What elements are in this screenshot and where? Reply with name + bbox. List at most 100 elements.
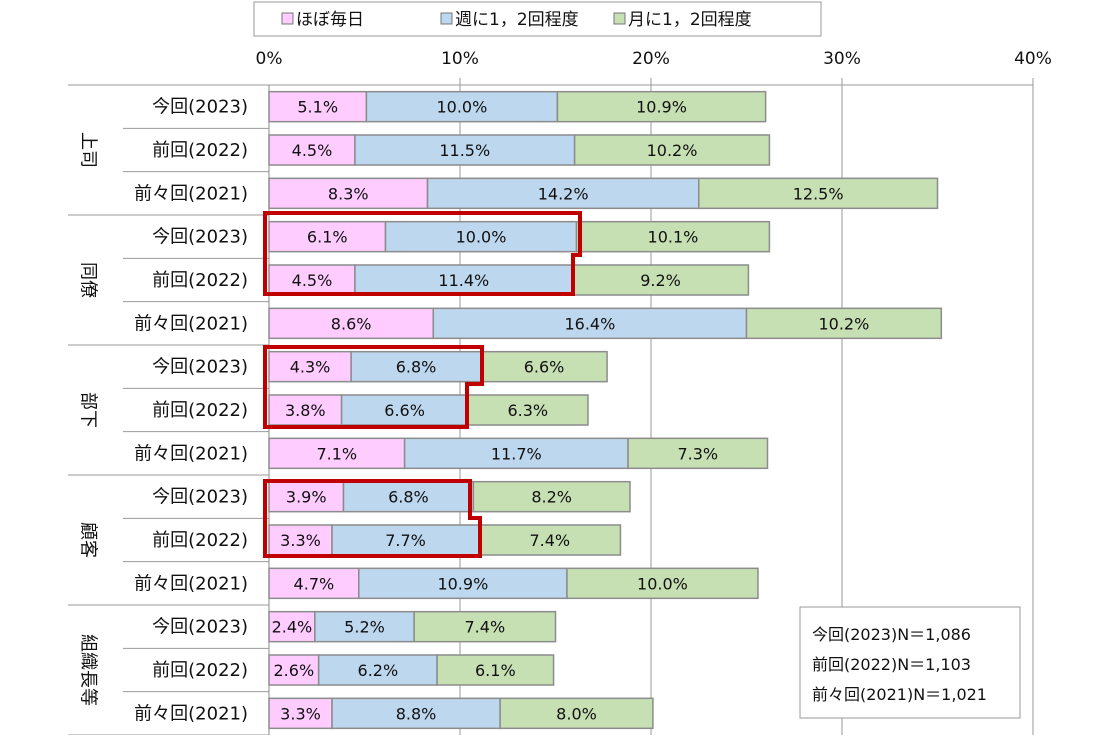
bar-segment	[426, 177, 700, 210]
bar-segment	[268, 134, 356, 166]
data-label: 6.8%	[388, 488, 429, 507]
bar-segment	[354, 264, 574, 296]
legend-label: 月に1，2回程度	[628, 10, 752, 30]
data-label: 3.3%	[280, 704, 321, 723]
row-label: 前々回(2021)	[134, 443, 248, 464]
row-label: 今回(2023)	[152, 357, 248, 378]
highlight-subordinate	[263, 345, 484, 429]
row-label: 前回(2022)	[152, 400, 248, 421]
data-label: 6.1%	[307, 228, 348, 247]
bar-segment	[472, 480, 631, 513]
data-label: 8.3%	[328, 184, 369, 203]
bar-segment	[575, 220, 771, 253]
data-label: 4.3%	[290, 358, 331, 377]
data-label: 10.2%	[818, 314, 869, 333]
data-label: 2.6%	[274, 661, 315, 680]
data-label: 7.4%	[529, 531, 570, 550]
data-label: 5.2%	[344, 618, 385, 637]
data-label: 3.8%	[285, 401, 326, 420]
row-label: 前回(2022)	[152, 140, 248, 161]
legend-swatch	[440, 12, 453, 25]
data-label: 5.1%	[297, 98, 338, 117]
bar-segment	[413, 610, 557, 643]
x-tick-label: 40%	[1014, 49, 1052, 69]
bar-segment	[268, 350, 352, 383]
row-label: 前回(2022)	[152, 530, 248, 551]
sample-size-2022: 前回(2022)N＝1,103	[812, 655, 971, 674]
data-label: 6.3%	[507, 401, 548, 420]
data-label: 7.4%	[465, 618, 506, 637]
bar-segment	[698, 177, 939, 210]
data-label: 4.7%	[294, 574, 335, 593]
data-label: 10.2%	[647, 141, 698, 160]
row-label: 今回(2023)	[152, 617, 248, 638]
x-tick-label: 30%	[823, 49, 861, 69]
row-label: 前々回(2021)	[134, 573, 248, 594]
group-label: 同僚	[78, 262, 99, 298]
data-label: 11.7%	[491, 444, 542, 463]
bar-segment	[499, 697, 654, 730]
data-label: 8.6%	[331, 314, 372, 333]
sample-size-2021: 前々回(2021)N＝1,021	[812, 685, 987, 704]
data-label: 10.0%	[637, 574, 688, 593]
data-label: 6.6%	[384, 401, 425, 420]
data-label: 7.1%	[316, 444, 357, 463]
row-label: 前々回(2021)	[134, 703, 248, 724]
data-label: 3.3%	[280, 531, 321, 550]
bar-segment	[268, 264, 356, 296]
legend-box	[253, 1, 822, 37]
data-label: 8.8%	[396, 704, 437, 723]
row-label: 前々回(2021)	[134, 313, 248, 334]
legend-swatch	[613, 12, 626, 25]
data-label: 6.8%	[396, 358, 437, 377]
bar-segment	[268, 567, 360, 600]
bar-segment	[384, 220, 578, 253]
data-label: 4.5%	[292, 271, 333, 290]
row-label: 今回(2023)	[152, 97, 248, 118]
bar-segment	[268, 177, 429, 210]
data-label: 16.4%	[564, 314, 615, 333]
row-label: 前回(2022)	[152, 270, 248, 291]
data-label: 10.0%	[436, 98, 487, 117]
data-label: 2.4%	[272, 618, 313, 637]
bar-segment	[480, 350, 608, 383]
data-label: 6.2%	[358, 661, 399, 680]
bar-segment	[354, 134, 576, 166]
bar-segment	[331, 697, 501, 730]
bar-segment	[350, 350, 482, 383]
data-label: 10.9%	[437, 574, 488, 593]
data-label: 6.6%	[524, 358, 565, 377]
row-label: 前々回(2021)	[134, 183, 248, 204]
bar-segment	[340, 394, 469, 426]
data-label: 3.9%	[286, 488, 327, 507]
group-label: 上司	[78, 132, 99, 168]
bar-segment	[436, 654, 555, 686]
data-label: 10.9%	[636, 98, 687, 117]
data-label: 11.4%	[438, 271, 489, 290]
bar-segment	[556, 90, 767, 123]
bar-segment	[268, 307, 435, 340]
data-label: 7.7%	[385, 531, 426, 550]
bar-segment	[466, 394, 589, 426]
bar-segment	[403, 437, 629, 470]
bar-segment	[268, 394, 343, 426]
data-label: 10.0%	[456, 228, 507, 247]
bar-segment	[268, 654, 320, 686]
bar-segment	[317, 654, 438, 686]
bar-segment	[566, 567, 759, 600]
group-label: 組織長等	[78, 634, 99, 706]
bar-segment	[268, 220, 387, 253]
group-label: 部下	[78, 392, 99, 428]
row-label: 今回(2023)	[152, 487, 248, 508]
data-label: 8.0%	[556, 704, 597, 723]
legend-label: ほぼ毎日	[296, 10, 364, 30]
bar-segment	[268, 610, 316, 643]
data-label: 9.2%	[640, 271, 681, 290]
data-label: 6.1%	[475, 661, 516, 680]
data-label: 12.5%	[793, 184, 844, 203]
bar-segment	[573, 134, 771, 166]
data-label: 14.2%	[538, 184, 589, 203]
bar-segment	[314, 610, 415, 643]
highlight-coworker	[263, 211, 582, 296]
